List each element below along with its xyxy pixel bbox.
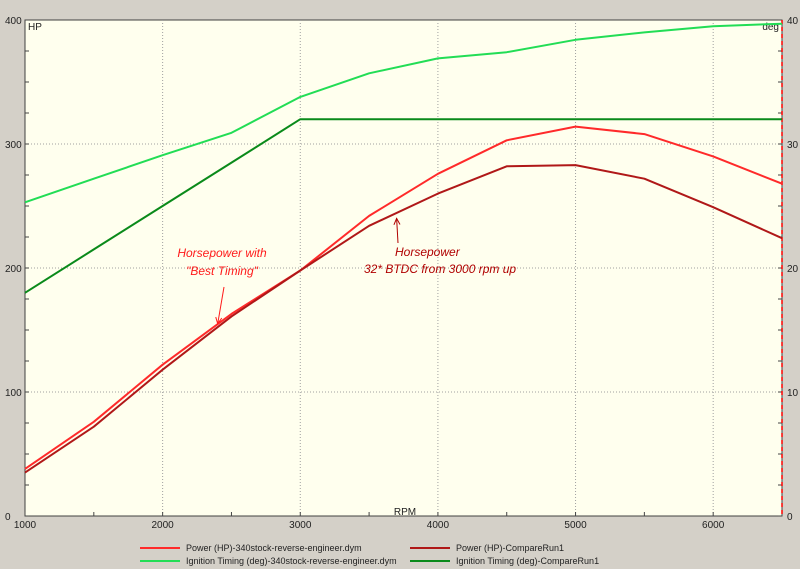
legend-swatch: [410, 560, 450, 562]
legend-label: Ignition Timing (deg)-CompareRun1: [456, 556, 600, 566]
annotation-text: Horsepower: [395, 245, 461, 259]
annotation-arrowhead: [215, 316, 223, 325]
annotation-text: Horsepower with: [177, 246, 267, 260]
y-left-tick-label: 0: [5, 512, 11, 523]
annotation-arrow: [396, 218, 399, 244]
y-left-tick-label: 300: [5, 140, 22, 151]
x-tick-label: 1000: [14, 520, 37, 531]
legend-swatch: [140, 560, 180, 562]
annotation-arrow: [217, 286, 225, 324]
legend-label: Ignition Timing (deg)-340stock-reverse-e…: [186, 556, 397, 566]
series-line-4: [24, 118, 782, 294]
legend-label: Power (HP)-340stock-reverse-engineer.dym: [186, 543, 362, 553]
x-tick-label: 6000: [702, 520, 725, 531]
y-left-tick-label: 200: [5, 264, 22, 275]
x-tick-label: 5000: [564, 520, 587, 531]
series-line-2: [24, 164, 783, 474]
y-right-tick-label: 20: [787, 264, 799, 275]
annotation-text: "Best Timing": [186, 264, 259, 278]
y-right-axis-label: deg: [762, 22, 779, 33]
y-right-tick-label: 30: [787, 140, 799, 151]
y-left-axis-label: HP: [28, 22, 42, 33]
legend-swatch: [410, 547, 450, 549]
legend-label: Power (HP)-CompareRun1: [456, 543, 565, 553]
y-left-tick-label: 400: [5, 16, 22, 27]
x-tick-label: 3000: [289, 520, 312, 531]
series-group: [24, 22, 783, 474]
series-line-3: [24, 22, 783, 204]
legend-swatch: [140, 547, 180, 549]
axes: 1000 2000 3000 4000 5000 60000100200300400010…: [5, 16, 799, 531]
annotations: Horsepower with "Best Timing" Horsepower 32…: [177, 217, 516, 325]
grid: [25, 20, 782, 516]
series-line-1: [24, 125, 783, 470]
y-right-tick-label: 10: [787, 388, 799, 399]
x-axis-label: RPM: [394, 507, 416, 518]
x-tick-label: 4000: [427, 520, 450, 531]
annotation-text: 32* BTDC from 3000 rpm up: [364, 262, 516, 276]
annotation-arrowhead: [393, 217, 401, 226]
x-tick-label: 2000: [152, 520, 175, 531]
dyno-chart: 1000 2000 3000 4000 5000 60000100200300400010…: [5, 16, 799, 531]
y-right-tick-label: 0: [787, 512, 793, 523]
legend: Power (HP)-340stock-reverse-engineer.dym…: [0, 538, 800, 569]
y-right-tick-label: 40: [787, 16, 799, 27]
y-left-tick-label: 100: [5, 388, 22, 399]
